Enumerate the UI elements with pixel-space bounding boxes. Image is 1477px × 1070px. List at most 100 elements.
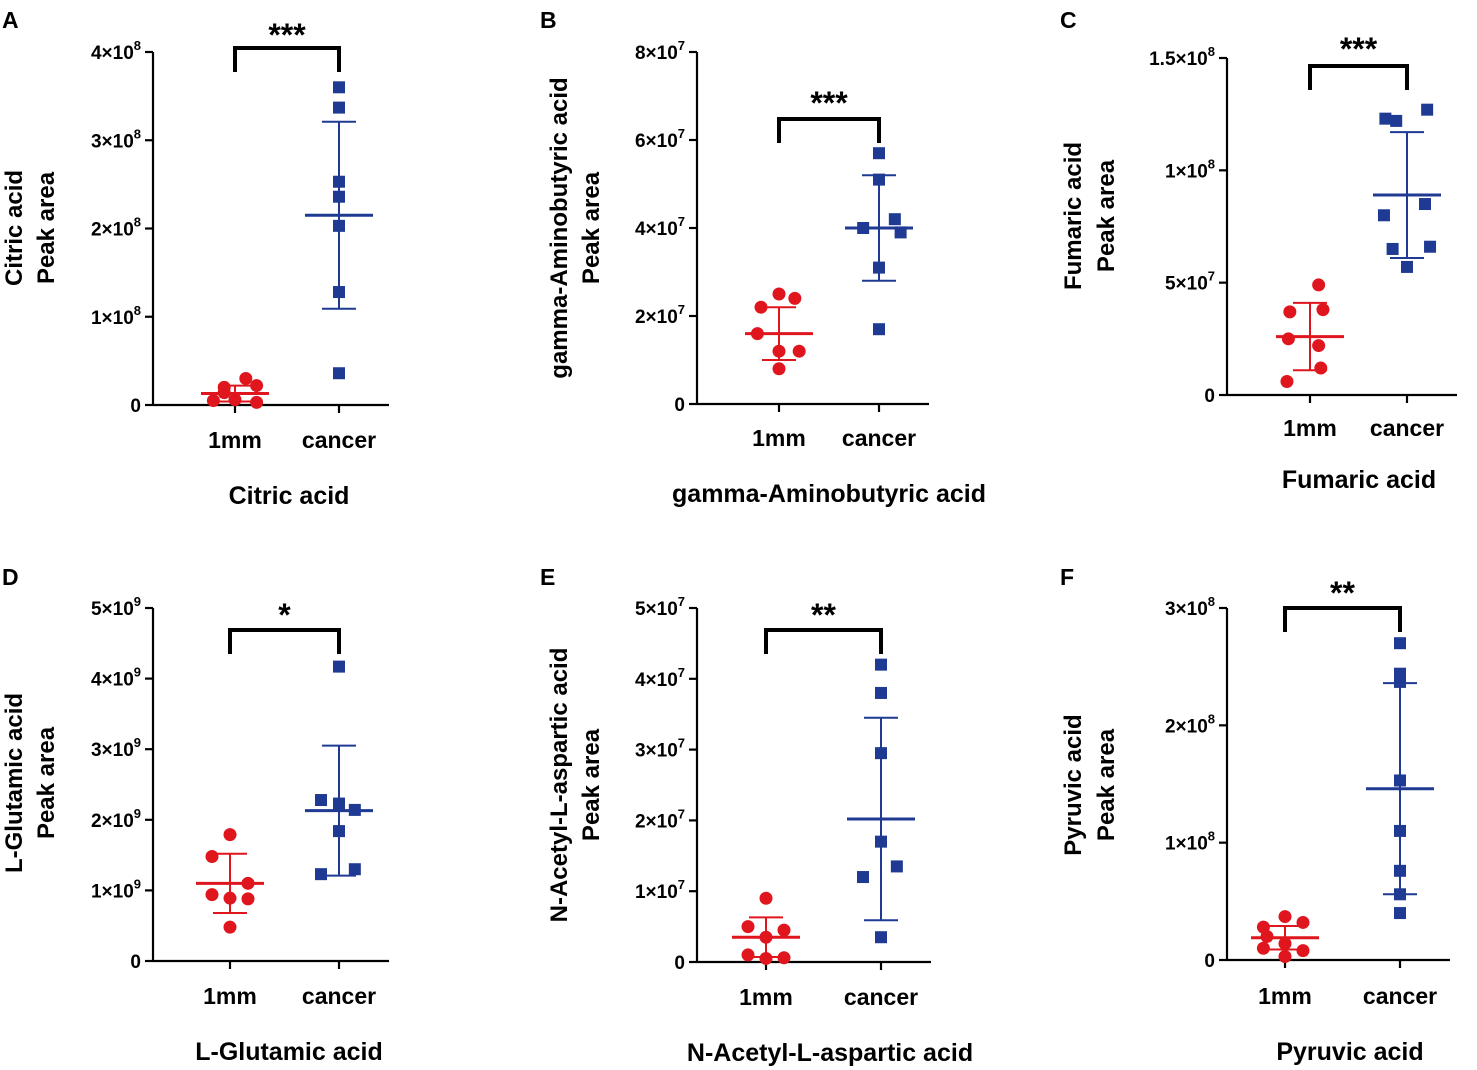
data-point-1mm	[759, 951, 773, 965]
data-point-cancer	[875, 835, 887, 848]
data-point-cancer	[1394, 888, 1406, 901]
data-point-1mm	[1278, 937, 1292, 951]
x-category-label: 1mm	[1283, 415, 1337, 441]
data-point-cancer	[873, 323, 885, 336]
data-point-1mm	[1278, 949, 1292, 963]
data-point-cancer	[1421, 103, 1434, 116]
y-axis-label-sub: Peak area	[578, 728, 605, 841]
significance-stars: **	[811, 597, 836, 633]
significance-stars: ***	[268, 17, 306, 53]
y-tick-label: 2×108	[91, 215, 141, 241]
y-axis-label-sub: Peak area	[33, 726, 60, 839]
data-point-cancer	[333, 660, 345, 673]
panel-letter: D	[2, 564, 19, 590]
y-axis-label: L-Glutamic acid	[1, 693, 28, 873]
data-point-cancer	[1419, 198, 1431, 211]
x-category-label: 1mm	[739, 984, 793, 1010]
y-tick-label: 0	[1204, 386, 1215, 407]
data-point-cancer	[1386, 242, 1399, 255]
y-tick-label: 5×109	[91, 594, 141, 620]
data-point-cancer	[333, 825, 345, 838]
significance-bracket	[1283, 606, 1402, 632]
data-point-cancer	[1379, 112, 1392, 125]
data-point-cancer	[1394, 637, 1406, 650]
y-tick-label: 4×107	[635, 665, 685, 691]
y-tick-label: 3×107	[635, 736, 685, 762]
data-point-cancer	[894, 226, 907, 239]
chart-title: Pyruvic acid	[1276, 1038, 1423, 1066]
data-point-1mm	[1256, 941, 1270, 955]
y-tick-label: 3×109	[91, 735, 141, 761]
y-tick-label: 0	[674, 953, 685, 974]
data-point-cancer	[348, 803, 361, 816]
y-tick-label: 1×109	[91, 876, 141, 902]
data-point-1mm	[1296, 944, 1310, 958]
data-point-cancer	[1394, 774, 1406, 787]
data-point-1mm	[241, 892, 255, 906]
data-point-1mm	[205, 850, 219, 864]
data-point-cancer	[888, 213, 901, 226]
data-point-cancer	[873, 147, 885, 160]
y-tick-label: 2×108	[1165, 711, 1215, 737]
y-tick-label: 1.5×108	[1149, 44, 1215, 70]
y-axis-label-sub: Peak area	[578, 171, 605, 284]
data-point-1mm	[792, 344, 806, 358]
data-point-cancer	[333, 101, 345, 114]
data-point-1mm	[1281, 332, 1295, 346]
y-tick-label: 0	[1204, 951, 1215, 972]
y-axis-label: gamma-Aminobutyric acid	[546, 77, 573, 378]
significance-stars: *	[278, 597, 291, 633]
significance-bracket	[764, 628, 883, 654]
data-point-1mm	[206, 394, 220, 408]
x-category-label: cancer	[1363, 983, 1437, 1009]
y-tick-label: 1×108	[91, 303, 141, 329]
data-point-1mm	[1280, 375, 1294, 389]
data-point-cancer	[875, 747, 887, 760]
y-tick-label: 6×107	[635, 126, 685, 152]
y-axis-label-sub: Peak area	[1093, 728, 1120, 841]
data-point-cancer	[1390, 114, 1403, 127]
x-category-label: 1mm	[203, 983, 257, 1009]
chart-panel-e: E 0 1×107 2×107 3×107 4×107 5×107 N-Acetyl-L-as…	[540, 564, 973, 1067]
panel-letter: F	[1060, 564, 1074, 590]
data-point-1mm	[223, 891, 237, 905]
significance-stars: ***	[810, 85, 848, 121]
data-point-1mm	[754, 300, 768, 314]
data-point-cancer	[875, 686, 887, 699]
data-point-1mm	[1312, 278, 1326, 292]
data-point-cancer	[333, 219, 345, 232]
chart-title: N-Acetyl-L-aspartic acid	[687, 1039, 973, 1067]
data-point-cancer	[348, 863, 361, 876]
x-category-label: 1mm	[1258, 983, 1312, 1009]
data-point-1mm	[759, 930, 773, 944]
data-point-cancer	[1424, 240, 1437, 253]
y-tick-label: 5×107	[1165, 269, 1215, 295]
data-point-cancer	[333, 286, 345, 299]
x-category-label: 1mm	[208, 427, 262, 453]
y-tick-label: 3×108	[91, 126, 141, 152]
y-axis-label: Citric acid	[1, 170, 28, 286]
data-point-1mm	[223, 828, 237, 842]
data-point-cancer	[890, 860, 903, 873]
chart-title: gamma-Aminobutyric acid	[672, 480, 986, 508]
chart-title: Citric acid	[229, 482, 350, 510]
data-point-cancer	[873, 173, 885, 186]
significance-bracket	[1308, 64, 1409, 90]
data-point-cancer	[333, 81, 345, 94]
y-tick-label: 3×108	[1165, 594, 1215, 620]
y-axis-label: Pyruvic acid	[1060, 714, 1087, 855]
chart-panel-d: D 0 1×109 2×109 3×109 4×109 5×109 L-Glutamic ac…	[1, 564, 389, 1066]
data-point-cancer	[315, 868, 327, 881]
data-point-1mm	[750, 327, 764, 341]
data-point-cancer	[1394, 907, 1406, 920]
data-point-1mm	[250, 379, 264, 393]
y-axis-label: Fumaric acid	[1060, 142, 1087, 290]
data-point-1mm	[1314, 361, 1328, 375]
data-point-cancer	[1377, 209, 1390, 222]
y-axis-label-sub: Peak area	[33, 171, 60, 284]
data-point-cancer	[857, 222, 870, 234]
y-tick-label: 4×107	[635, 214, 685, 240]
data-point-1mm	[1316, 303, 1330, 317]
